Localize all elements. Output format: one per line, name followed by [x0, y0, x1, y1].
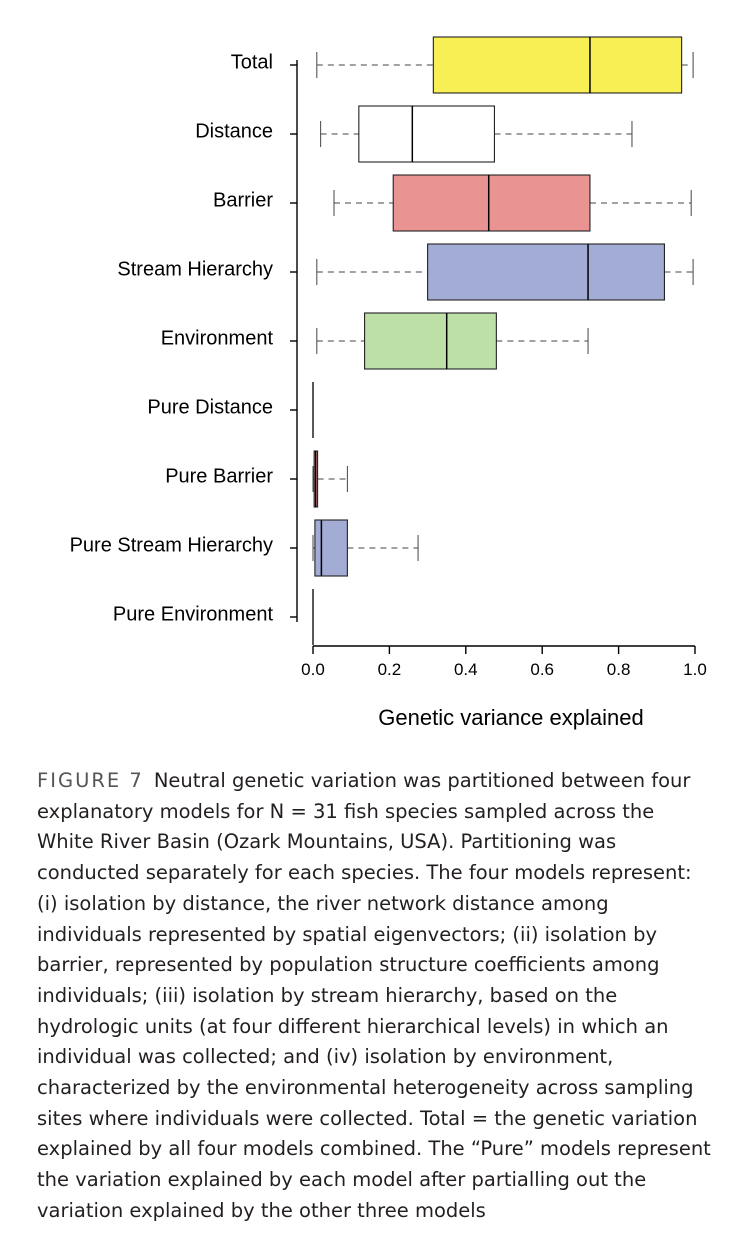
- category-label: Pure Distance: [147, 396, 273, 418]
- box-stream-hierarchy: [316, 243, 694, 301]
- box-barrier: [333, 174, 692, 232]
- x-tick-label: 0.0: [301, 660, 325, 679]
- category-label: Stream Hierarchy: [117, 258, 273, 280]
- box-distance: [320, 105, 633, 163]
- boxplot-chart: Total Distance Barrier Stream Hierarchy Envi…: [70, 36, 707, 730]
- figure-label: FIGURE 7: [37, 769, 144, 792]
- iqr-box: [392, 174, 591, 232]
- category-label: Pure Environment: [113, 603, 274, 625]
- x-axis-title: Genetic variance explained: [378, 705, 643, 730]
- y-axis: Total Distance Barrier Stream Hierarchy Envi…: [70, 51, 298, 625]
- category-label: Barrier: [213, 189, 273, 211]
- iqr-box: [314, 519, 348, 577]
- category-label: Pure Stream Hierarchy: [70, 534, 273, 556]
- figure-caption: FIGURE 7 Neutral genetic variation was pa…: [37, 766, 717, 1227]
- x-axis: 0.0 0.2 0.4 0.6 0.8 1.0: [301, 645, 707, 679]
- iqr-box: [432, 36, 683, 94]
- category-label: Environment: [161, 327, 274, 349]
- iqr-box: [364, 312, 497, 370]
- category-label: Distance: [195, 120, 273, 142]
- x-tick-label: 0.4: [454, 660, 478, 679]
- x-tick-label: 1.0: [683, 660, 707, 679]
- iqr-box: [427, 243, 665, 301]
- x-tick-label: 0.6: [530, 660, 554, 679]
- caption-text: Neutral genetic variation was partitione…: [37, 769, 711, 1222]
- box-pure-stream-hierarchy: [312, 519, 419, 577]
- box-environment: [316, 312, 589, 370]
- category-label: Total: [231, 51, 273, 73]
- iqr-box: [358, 105, 495, 163]
- boxes: [312, 36, 694, 645]
- x-tick-label: 0.8: [607, 660, 631, 679]
- box-pure-barrier: [312, 450, 348, 508]
- category-label: Pure Barrier: [165, 465, 273, 487]
- x-tick-label: 0.2: [378, 660, 402, 679]
- box-total: [316, 36, 694, 94]
